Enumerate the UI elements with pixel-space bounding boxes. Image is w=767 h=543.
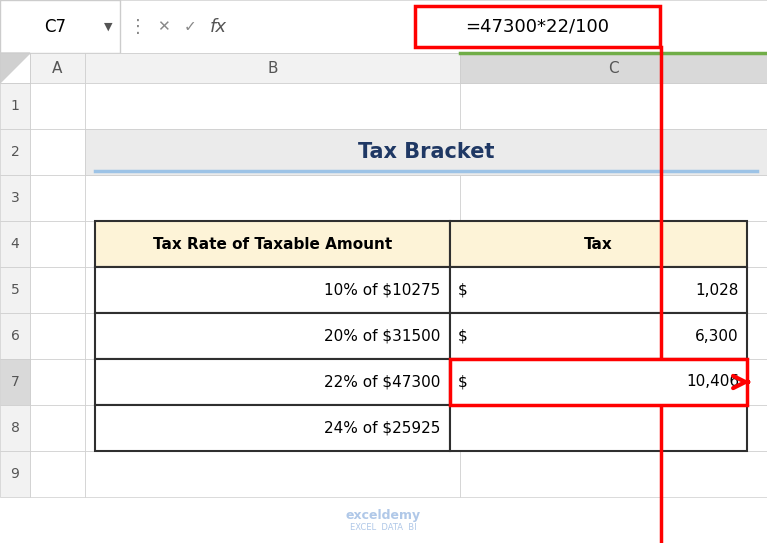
Text: 5: 5: [11, 283, 19, 297]
Bar: [0, 53, 30, 83]
Text: 9: 9: [11, 467, 19, 481]
Bar: [85, 451, 460, 497]
Bar: [0, 221, 30, 267]
Bar: [450, 405, 747, 451]
Text: ▼: ▼: [104, 22, 112, 31]
Text: 10,406: 10,406: [686, 375, 739, 389]
Bar: [0, 267, 30, 313]
Text: 3: 3: [11, 191, 19, 205]
Bar: [460, 175, 767, 221]
Bar: [30, 405, 85, 451]
Text: EXCEL  DATA  BI: EXCEL DATA BI: [350, 522, 416, 532]
Bar: [85, 221, 460, 267]
Bar: [30, 53, 85, 83]
Text: Tax Rate of Taxable Amount: Tax Rate of Taxable Amount: [153, 237, 392, 251]
Text: $: $: [458, 282, 468, 298]
Bar: [85, 83, 460, 129]
Bar: [85, 405, 460, 451]
Bar: [0, 313, 30, 359]
Bar: [95, 221, 450, 267]
Text: ⋮: ⋮: [129, 17, 147, 35]
Bar: [450, 267, 747, 313]
Bar: [450, 221, 747, 267]
Text: 1: 1: [11, 99, 19, 113]
Text: Tax Bracket: Tax Bracket: [357, 142, 494, 162]
Text: 2: 2: [11, 145, 19, 159]
Text: fx: fx: [209, 17, 226, 35]
Text: Tax: Tax: [584, 237, 613, 251]
Bar: [85, 129, 460, 175]
Bar: [0, 0, 120, 53]
Bar: [460, 451, 767, 497]
Bar: [460, 359, 767, 405]
Text: exceldemy: exceldemy: [345, 508, 420, 521]
Polygon shape: [0, 53, 30, 83]
Text: 10% of $10275: 10% of $10275: [324, 282, 440, 298]
Bar: [30, 267, 85, 313]
Bar: [450, 313, 747, 359]
Text: A: A: [52, 60, 63, 75]
Bar: [95, 313, 450, 359]
Bar: [30, 313, 85, 359]
Bar: [85, 267, 460, 313]
Bar: [0, 129, 30, 175]
Text: C: C: [608, 60, 619, 75]
Text: 4: 4: [11, 237, 19, 251]
Bar: [95, 267, 450, 313]
Bar: [450, 359, 747, 405]
Text: 10,406: 10,406: [686, 375, 739, 389]
Text: C7: C7: [44, 17, 66, 35]
Bar: [460, 129, 767, 175]
Bar: [0, 451, 30, 497]
Text: =47300*22/100: =47300*22/100: [466, 17, 610, 35]
Bar: [450, 359, 747, 405]
Text: 6: 6: [11, 329, 19, 343]
Text: ✓: ✓: [183, 19, 196, 34]
Bar: [0, 359, 30, 405]
Text: 20% of $31500: 20% of $31500: [324, 329, 440, 344]
Bar: [30, 83, 85, 129]
Bar: [85, 313, 460, 359]
Bar: [460, 221, 767, 267]
Bar: [0, 175, 30, 221]
Bar: [415, 6, 660, 47]
Bar: [30, 359, 85, 405]
Text: 6,300: 6,300: [696, 329, 739, 344]
Bar: [30, 129, 85, 175]
Bar: [85, 359, 460, 405]
Bar: [460, 313, 767, 359]
Bar: [30, 221, 85, 267]
Bar: [460, 405, 767, 451]
Bar: [95, 405, 450, 451]
Text: 22% of $47300: 22% of $47300: [324, 375, 440, 389]
Bar: [460, 53, 767, 83]
Bar: [0, 0, 767, 53]
Bar: [30, 451, 85, 497]
Text: $: $: [458, 375, 468, 389]
Bar: [0, 405, 30, 451]
Text: 7: 7: [11, 375, 19, 389]
Text: ✕: ✕: [156, 19, 170, 34]
Bar: [85, 53, 460, 83]
Text: B: B: [267, 60, 278, 75]
Text: 1,028: 1,028: [696, 282, 739, 298]
Text: $: $: [458, 329, 468, 344]
Text: $: $: [458, 375, 468, 389]
Text: 24% of $25925: 24% of $25925: [324, 420, 440, 435]
Bar: [95, 359, 450, 405]
Bar: [30, 175, 85, 221]
Bar: [85, 175, 460, 221]
Bar: [460, 267, 767, 313]
Bar: [460, 83, 767, 129]
Bar: [85, 129, 767, 175]
Text: 8: 8: [11, 421, 19, 435]
Bar: [0, 83, 30, 129]
